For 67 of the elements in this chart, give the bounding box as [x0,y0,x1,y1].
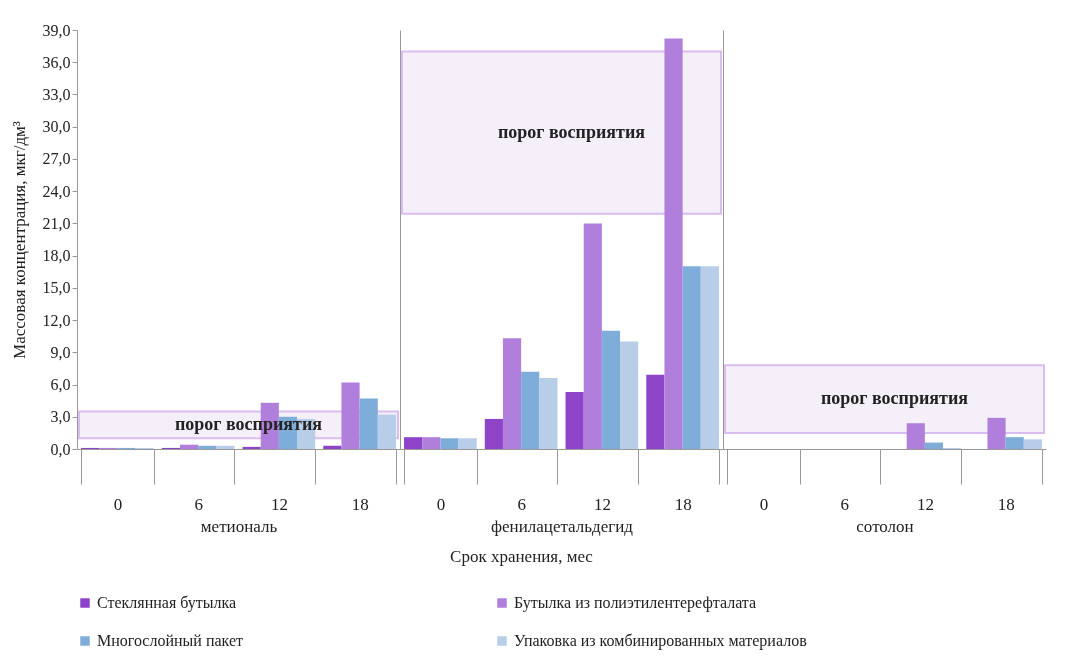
x-tick-label: 18 [674,494,692,514]
bar [700,266,719,449]
bar [198,445,217,449]
bar [521,371,540,449]
bar [1005,437,1024,449]
x-tick-label: 0 [436,494,446,514]
y-tick-label: 33,0 [42,85,71,103]
band-label: порог восприятия [820,388,969,409]
bar [646,374,665,449]
bar [341,382,360,449]
y-tick-label: 0,0 [50,440,71,458]
y-tick-label: 6,0 [50,376,71,394]
bar [242,446,261,449]
y-tick-label: 3,0 [50,408,71,426]
bar [682,266,701,449]
bar [620,341,639,449]
bar [440,438,459,449]
bar [1023,439,1042,449]
y-tick-label: 21,0 [42,214,71,232]
bar [539,378,558,449]
bar [565,392,584,449]
x-axis-title: метиональ [200,516,278,536]
x-tick-label: 12 [270,494,288,514]
bar [583,223,602,449]
x-tick-label: 6 [517,494,526,514]
y-tick-label: 15,0 [42,279,71,297]
y-tick-label: 18,0 [42,247,71,265]
x-tick-label: 12 [593,494,611,514]
y-tick-label: 24,0 [42,182,71,200]
band-label: порог восприятия [497,121,646,142]
bar [664,38,683,449]
legend-label: Многослойный пакет [97,632,244,649]
bar [502,338,522,449]
text: Срок хранения, мес [450,547,594,566]
x-tick-label: 12 [916,494,934,514]
y-tick-label: 30,0 [42,118,71,136]
band-label: порог восприятия [174,413,323,434]
legend-label: Стеклянная бутылка [97,594,237,612]
x-axis-title: сотолон [856,516,914,536]
y-tick-label: 9,0 [50,343,71,361]
y-tick-label: 36,0 [42,53,71,71]
y-tick-label: 27,0 [42,150,71,168]
bar [484,418,503,449]
y-axis-title: Массовая концентрация, мкг/дм³ [9,121,29,359]
bar [323,445,342,449]
bar [422,437,441,449]
bar [906,423,925,449]
x-tick-label: 0 [113,494,123,514]
x-tick-label: 18 [997,494,1015,514]
x-axis-title: фенилацетальдегид [491,516,634,536]
bar [377,414,396,449]
x-tick-label: 0 [759,494,769,514]
bar [601,330,621,449]
bar [404,437,423,449]
x-tick-label: 18 [351,494,369,514]
bar [924,442,944,449]
y-tick-label: 39,0 [42,21,71,39]
bar [987,417,1006,449]
legend-label: Упаковка из комбинированных материалов [514,632,808,650]
x-tick-label: 6 [194,494,203,514]
bar [359,398,378,449]
y-tick-label: 12,0 [42,311,71,329]
legend-label: Бутылка из полиэтилентерефталата [514,594,757,612]
x-tick-label: 6 [840,494,849,514]
bar [458,438,477,449]
bar [179,444,199,449]
bar [216,445,235,449]
